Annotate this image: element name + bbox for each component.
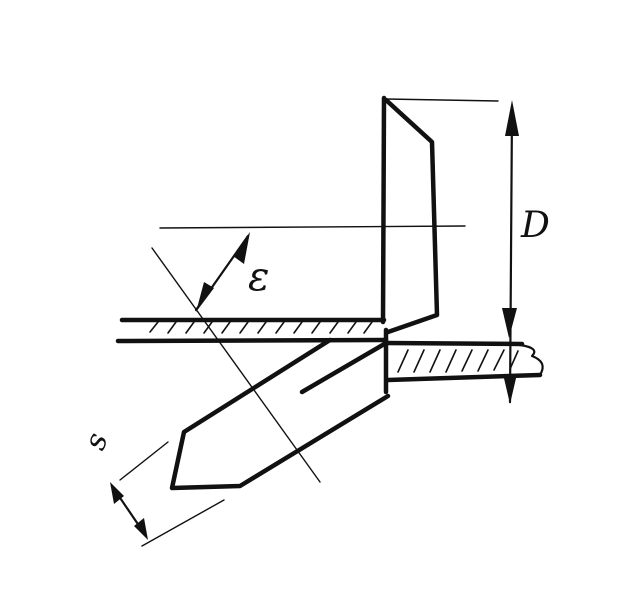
epsilon-label: ε bbox=[248, 254, 269, 300]
thickness-dimension bbox=[110, 441, 225, 547]
vertical-plate bbox=[380, 95, 440, 335]
surface-reference-line bbox=[159, 225, 466, 229]
construction-diagonal-line bbox=[151, 247, 321, 483]
inclined-plate bbox=[169, 337, 391, 491]
top-extension-line bbox=[385, 98, 499, 102]
right-hatch-band bbox=[397, 349, 519, 373]
right-plate-top-edge bbox=[383, 340, 525, 347]
left-hatch-band bbox=[149, 321, 373, 334]
epsilon-dimension bbox=[194, 232, 250, 312]
horizontal-plate-bottom-edge bbox=[115, 337, 389, 344]
depth-label: D bbox=[520, 205, 550, 246]
right-plate-break-mark bbox=[518, 343, 544, 377]
depth-dimension bbox=[502, 100, 519, 404]
thickness-label: s bbox=[77, 428, 115, 454]
right-plate-bottom-edge bbox=[385, 372, 543, 383]
